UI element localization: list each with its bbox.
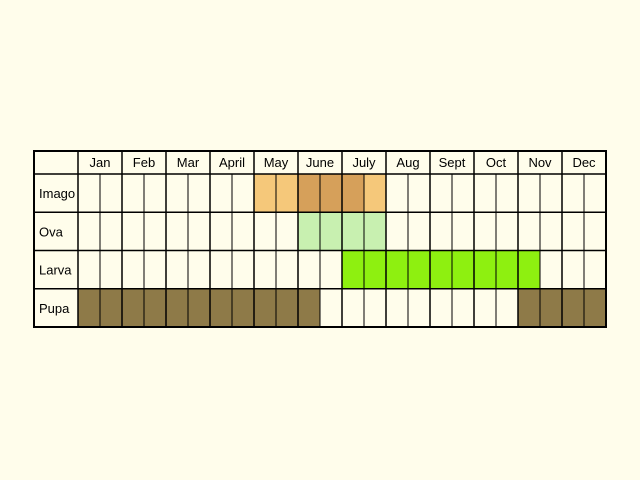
stage-period-fill	[232, 288, 254, 327]
month-label: Nov	[528, 155, 552, 170]
stage-period-fill	[320, 174, 342, 213]
stage-period-fill	[320, 212, 342, 251]
stage-period-fill	[518, 250, 540, 289]
stage-period-fill	[408, 250, 430, 289]
stage-period-fill	[210, 288, 232, 327]
stage-period-fill	[254, 288, 276, 327]
stage-period-fill	[364, 174, 386, 213]
month-label: May	[264, 155, 289, 170]
stage-period-fill	[540, 288, 562, 327]
month-label: Mar	[177, 155, 200, 170]
stage-period-fill	[430, 250, 452, 289]
month-label: April	[219, 155, 245, 170]
stage-period-fill	[364, 212, 386, 251]
stage-label: Pupa	[39, 301, 70, 316]
stage-label: Larva	[39, 263, 72, 278]
stage-period-fill	[298, 212, 320, 251]
stage-period-fill	[474, 250, 496, 289]
stage-period-fill	[166, 288, 188, 327]
stage-period-fill	[364, 250, 386, 289]
month-label: Sept	[439, 155, 466, 170]
stage-period-fill	[342, 212, 364, 251]
stage-period-fill	[342, 250, 364, 289]
stage-period-fill	[122, 288, 144, 327]
table-border	[33, 150, 607, 328]
month-label: Aug	[396, 155, 419, 170]
month-label: Oct	[486, 155, 507, 170]
stage-period-fill	[276, 288, 298, 327]
stage-period-fill	[452, 250, 474, 289]
stage-label: Imago	[39, 186, 75, 201]
stage-period-fill	[298, 174, 320, 213]
stage-period-fill	[562, 288, 584, 327]
stage-period-fill	[518, 288, 540, 327]
stage-period-fill	[100, 288, 122, 327]
month-label: Jan	[90, 155, 111, 170]
month-label: June	[306, 155, 334, 170]
month-label: Dec	[572, 155, 596, 170]
stage-period-fill	[496, 250, 518, 289]
month-label: Feb	[133, 155, 155, 170]
stage-period-fill	[298, 288, 320, 327]
stage-period-fill	[78, 288, 100, 327]
stage-period-fill	[276, 174, 298, 213]
stage-label: Ova	[39, 224, 64, 239]
stage-period-fill	[144, 288, 166, 327]
month-label: July	[352, 155, 376, 170]
stage-period-fill	[188, 288, 210, 327]
stage-period-fill	[584, 288, 606, 327]
stage-period-fill	[342, 174, 364, 213]
stage-period-fill	[386, 250, 408, 289]
stage-period-fill	[254, 174, 276, 213]
